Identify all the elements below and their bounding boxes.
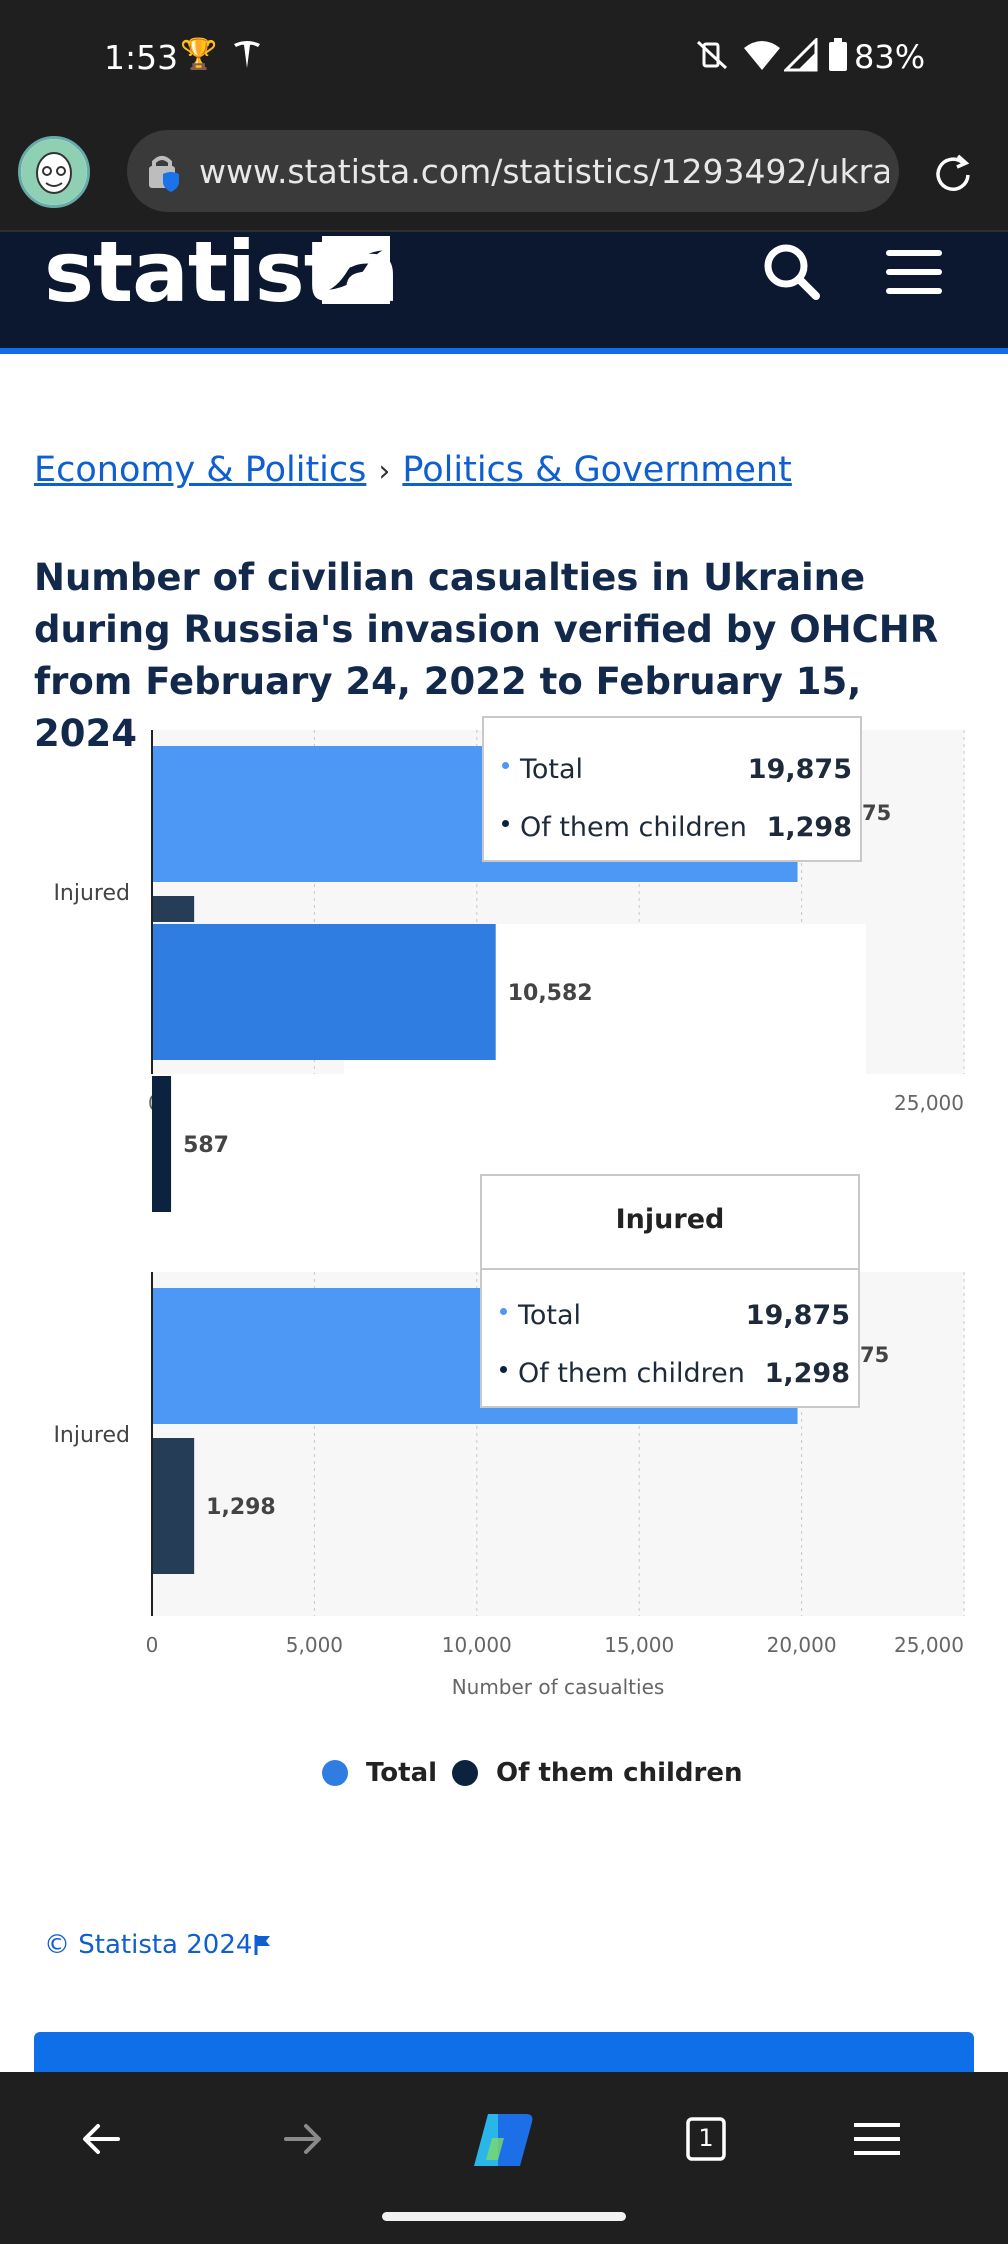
- flag-icon[interactable]: [254, 1935, 272, 1955]
- legend-label: Total: [366, 1758, 438, 1788]
- tooltip-value: 19,875: [747, 754, 852, 785]
- axis-tick-label: 25,000: [894, 1633, 964, 1657]
- bar-children-injured-partial: [152, 896, 195, 922]
- address-bar[interactable]: www.statista.com/statistics/1293492/ukra…: [127, 130, 899, 212]
- tooltip-value: 19,875: [745, 1300, 850, 1331]
- total-dot-icon: [500, 1308, 507, 1315]
- legend-dot-icon: [452, 1760, 478, 1786]
- x-axis-title: Number of casualties: [452, 1675, 665, 1699]
- copyright-text[interactable]: © Statista 2024: [44, 1930, 253, 1960]
- chart: 75Injured10,582025,00058775Injured1,2980…: [0, 716, 1008, 1720]
- search-icon[interactable]: [760, 240, 824, 304]
- menu-icon[interactable]: [884, 246, 944, 298]
- bar-total-killed: [152, 924, 496, 1060]
- lock-icon[interactable]: [145, 152, 185, 192]
- chart-tooltip-injured: Injured Total 19,875 Of them children 1,…: [480, 1174, 860, 1408]
- copilot-icon[interactable]: [468, 2108, 540, 2172]
- axis-tick-label: 25,000: [894, 1091, 964, 1115]
- category-label: Injured: [53, 1423, 130, 1448]
- tooltip-label: Total: [520, 754, 584, 785]
- mute-vibrate-icon: [694, 38, 730, 80]
- avatar[interactable]: [18, 136, 90, 208]
- tesla-icon: [230, 38, 264, 80]
- wifi-icon: [742, 38, 782, 80]
- status-time: 1:53: [104, 38, 179, 77]
- tooltip-title: Injured: [615, 1204, 725, 1235]
- chart-tooltip: Total 19,875 Of them children 1,298: [482, 716, 862, 862]
- bar-children-killed: [152, 1076, 172, 1212]
- tooltip-label: Of them children: [518, 1358, 745, 1389]
- statista-logo-mark-icon: [322, 236, 390, 304]
- page-title: Number of civilian casualties in Ukraine…: [34, 556, 939, 755]
- signal-icon: [782, 36, 818, 80]
- data-label: 75: [860, 1343, 889, 1367]
- browser-toolbar: www.statista.com/statistics/1293492/ukra…: [0, 116, 1008, 232]
- cta-banner[interactable]: [34, 2032, 974, 2072]
- tooltip-value: 1,298: [764, 1358, 850, 1389]
- reload-icon[interactable]: [928, 150, 978, 200]
- breadcrumb-link-politics-government[interactable]: Politics & Government: [402, 450, 792, 490]
- data-label: 10,582: [508, 981, 593, 1006]
- legend-label: Of them children: [496, 1758, 743, 1788]
- site-header: statista: [0, 230, 1008, 354]
- menu-icon[interactable]: [848, 2114, 908, 2164]
- url-text[interactable]: www.statista.com/statistics/1293492/ukra…: [199, 152, 889, 191]
- legend-dot-icon: [322, 1760, 348, 1786]
- axis-tick-label: 5,000: [286, 1633, 343, 1657]
- status-bar: 1:53 🏆 83%: [0, 0, 1008, 116]
- axis-tick-label: 15,000: [604, 1633, 674, 1657]
- back-icon[interactable]: [72, 2114, 132, 2164]
- battery-percent: 83%: [854, 38, 926, 76]
- plot-area-upper-right: [866, 730, 964, 1074]
- tooltip-label: Of them children: [520, 812, 747, 843]
- data-label: 75: [862, 801, 891, 825]
- category-label: Injured: [53, 881, 130, 906]
- axis-tick-label: 0: [146, 1633, 159, 1657]
- home-indicator[interactable]: [382, 2212, 626, 2221]
- trophy-icon: 🏆: [180, 38, 218, 71]
- total-dot-icon: [502, 762, 509, 769]
- data-label: 587: [183, 1133, 229, 1158]
- tabs-icon[interactable]: 1: [676, 2114, 736, 2164]
- children-dot-icon: [502, 820, 509, 827]
- children-dot-icon: [500, 1366, 507, 1373]
- tooltip-value: 1,298: [766, 812, 852, 843]
- breadcrumb: Economy & Politics › Politics & Government: [34, 450, 792, 490]
- tab-count: 1: [698, 2124, 714, 2152]
- bar-children-injured: [152, 1438, 195, 1574]
- breadcrumb-link-economy-politics[interactable]: Economy & Politics: [34, 450, 367, 490]
- tooltip-divider: [482, 1268, 858, 1270]
- battery-icon: [828, 38, 848, 80]
- breadcrumb-separator: ›: [378, 454, 391, 489]
- tooltip-label: Total: [518, 1300, 582, 1331]
- data-label: 1,298: [206, 1495, 276, 1520]
- axis-tick-label: 10,000: [442, 1633, 512, 1657]
- axis-tick-label: 20,000: [767, 1633, 837, 1657]
- forward-icon[interactable]: [272, 2114, 332, 2164]
